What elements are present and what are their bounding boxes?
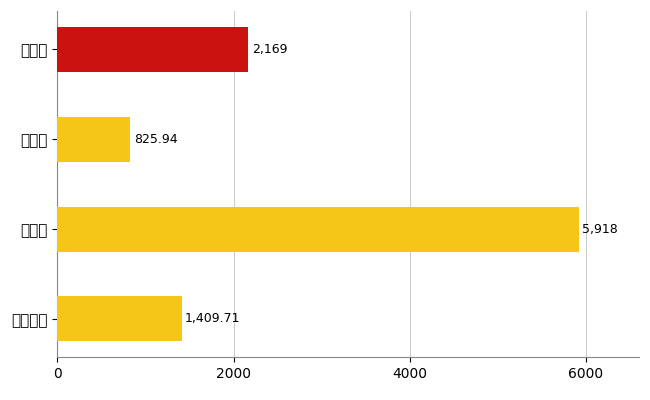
Text: 1,409.71: 1,409.71 — [185, 312, 240, 326]
Bar — [57, 117, 130, 162]
Bar — [57, 27, 248, 72]
Text: 5,918: 5,918 — [582, 222, 618, 236]
Bar — [57, 296, 181, 342]
Bar — [57, 207, 579, 252]
Text: 2,169: 2,169 — [252, 43, 287, 56]
Text: 825.94: 825.94 — [134, 133, 177, 146]
